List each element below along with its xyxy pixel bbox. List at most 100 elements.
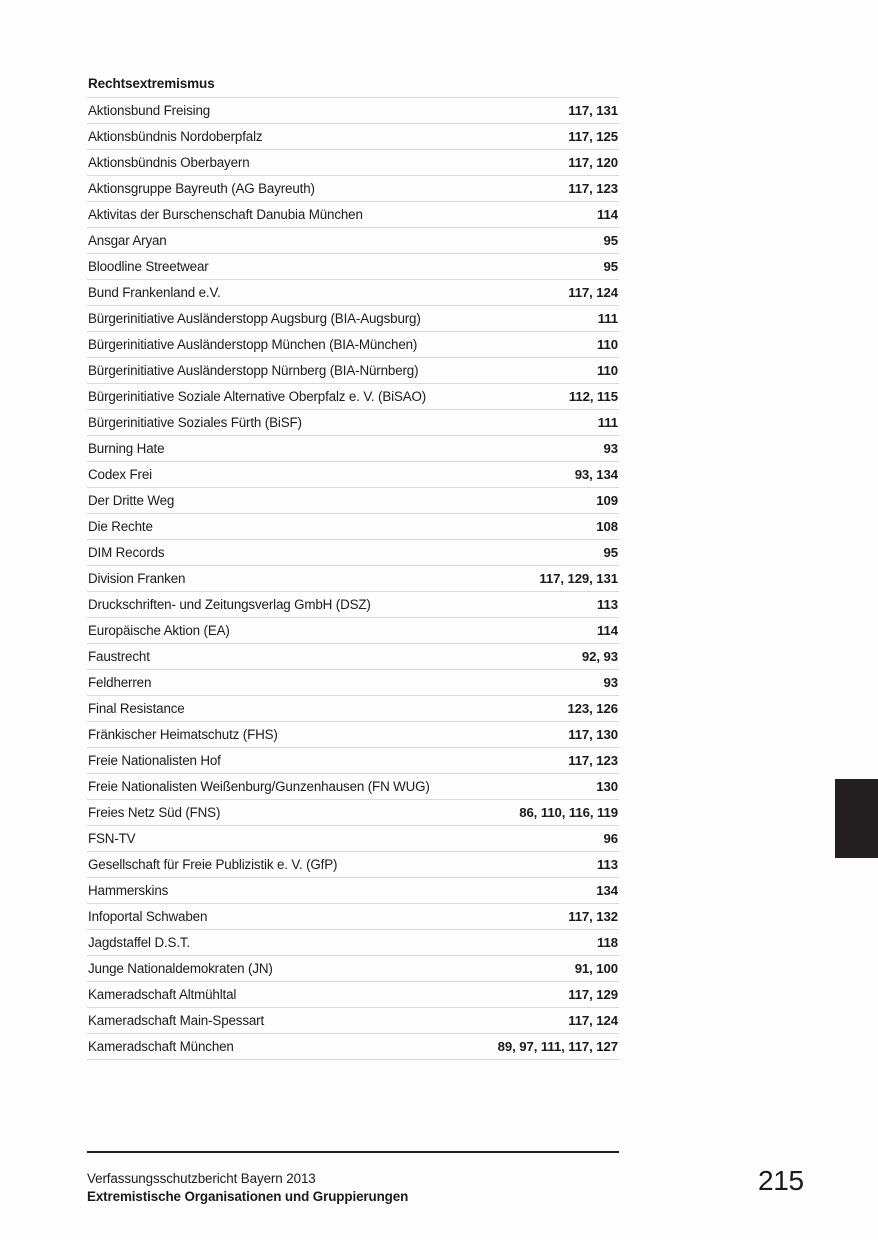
- index-entry-row: Druckschriften- und Zeitungsverlag GmbH …: [87, 592, 619, 618]
- footer: Verfassungsschutzbericht Bayern 2013 Ext…: [87, 1170, 647, 1206]
- index-entry-pages: 89, 97, 111, 117, 127: [497, 1039, 618, 1054]
- index-entry-pages: 117, 130: [568, 727, 618, 742]
- index-entry-name: Burning Hate: [88, 441, 165, 456]
- chapter-tab-marker: [835, 779, 878, 858]
- index-entry-row: Kameradschaft Main-Spessart 117, 124: [87, 1008, 619, 1034]
- index-entry-name: Aktionsbündnis Nordoberpfalz: [88, 129, 263, 144]
- index-entry-row: Ansgar Aryan 95: [87, 228, 619, 254]
- index-entry-pages: 112, 115: [568, 389, 618, 404]
- index-entry-row: Junge Nationaldemokraten (JN) 91, 100: [87, 956, 619, 982]
- index-entry-row: Faustrecht 92, 93: [87, 644, 619, 670]
- section-heading: Rechtsextremismus: [87, 76, 619, 98]
- index-entry-pages: 118: [597, 935, 618, 950]
- index-entry-row: Burning Hate 93: [87, 436, 619, 462]
- index-entry-name: Bloodline Streetwear: [88, 259, 209, 274]
- index-entry-row: Bürgerinitiative Ausländerstopp München …: [87, 332, 619, 358]
- index-entry-row: Bürgerinitiative Ausländerstopp Nürnberg…: [87, 358, 619, 384]
- index-entry-pages: 113: [597, 597, 618, 612]
- index-entry-pages: 109: [596, 493, 618, 508]
- index-entry-pages: 91, 100: [574, 961, 618, 976]
- index-entry-row: Bloodline Streetwear 95: [87, 254, 619, 280]
- index-entry-row: Europäische Aktion (EA) 114: [87, 618, 619, 644]
- index-entry-pages: 108: [596, 519, 618, 534]
- index-entry-name: Die Rechte: [88, 519, 153, 534]
- index-entry-pages: 110: [597, 337, 618, 352]
- index-entry-pages: 93: [603, 441, 619, 456]
- index-entry-pages: 93: [603, 675, 619, 690]
- index-entry-pages: 95: [603, 233, 619, 248]
- index-entry-name: Aktionsgruppe Bayreuth (AG Bayreuth): [88, 181, 315, 196]
- index-entry-row: Gesellschaft für Freie Publizistik e. V.…: [87, 852, 619, 878]
- index-entry-row: Aktionsbund Freising 117, 131: [87, 98, 619, 124]
- index-entry-name: Faustrecht: [88, 649, 150, 664]
- index-entry-name: Hammerskins: [88, 883, 169, 898]
- index-entry-name: Der Dritte Weg: [88, 493, 175, 508]
- index-entry-pages: 117, 120: [568, 155, 618, 170]
- index-entry-name: Bürgerinitiative Soziales Fürth (BiSF): [88, 415, 302, 430]
- index-entry-name: Aktivitas der Burschenschaft Danubia Mün…: [88, 207, 363, 222]
- index-entry-row: Final Resistance 123, 126: [87, 696, 619, 722]
- index-entry-name: Final Resistance: [88, 701, 185, 716]
- index-entry-name: DIM Records: [88, 545, 165, 560]
- index-entry-name: Bürgerinitiative Soziale Alternative Obe…: [88, 389, 427, 404]
- index-entry-name: Gesellschaft für Freie Publizistik e. V.…: [88, 857, 338, 872]
- index-entry-row: Aktivitas der Burschenschaft Danubia Mün…: [87, 202, 619, 228]
- index-entry-pages: 117, 124: [568, 285, 618, 300]
- index-entry-row: DIM Records 95: [87, 540, 619, 566]
- index-entry-row: Bürgerinitiative Ausländerstopp Augsburg…: [87, 306, 619, 332]
- index-table: Rechtsextremismus Aktionsbund Freising 11…: [87, 76, 619, 1060]
- index-entry-name: Freie Nationalisten Weißenburg/Gunzenhau…: [88, 779, 430, 794]
- index-entry-pages: 117, 129: [568, 987, 618, 1002]
- index-entry-pages: 95: [603, 545, 619, 560]
- index-entry-row: Codex Frei 93, 134: [87, 462, 619, 488]
- index-entry-row: Division Franken 117, 129, 131: [87, 566, 619, 592]
- index-entry-name: Infoportal Schwaben: [88, 909, 208, 924]
- index-entry-pages: 134: [596, 883, 618, 898]
- index-entry-name: Aktionsbund Freising: [88, 103, 211, 118]
- index-entry-list: Aktionsbund Freising 117, 131 Aktionsbündn…: [87, 98, 619, 1060]
- index-entry-pages: 93, 134: [574, 467, 618, 482]
- index-entry-name: Aktionsbündnis Oberbayern: [88, 155, 250, 170]
- index-entry-name: Freie Nationalisten Hof: [88, 753, 221, 768]
- index-entry-pages: 117, 123: [568, 753, 618, 768]
- index-entry-row: Fränkischer Heimatschutz (FHS) 117, 130: [87, 722, 619, 748]
- index-entry-row: Der Dritte Weg 109: [87, 488, 619, 514]
- index-entry-row: Aktionsbündnis Oberbayern 117, 120: [87, 150, 619, 176]
- index-entry-name: Bürgerinitiative Ausländerstopp Augsburg…: [88, 311, 421, 326]
- index-entry-row: Bund Frankenland e.V. 117, 124: [87, 280, 619, 306]
- index-entry-name: Kameradschaft Altmühltal: [88, 987, 237, 1002]
- index-entry-row: Freie Nationalisten Weißenburg/Gunzenhau…: [87, 774, 619, 800]
- index-entry-pages: 117, 131: [568, 103, 618, 118]
- index-entry-pages: 111: [597, 311, 618, 326]
- index-entry-pages: 96: [603, 831, 619, 846]
- index-entry-row: Freie Nationalisten Hof 117, 123: [87, 748, 619, 774]
- index-entry-row: Kameradschaft München 89, 97, 111, 117, 1…: [87, 1034, 619, 1060]
- index-entry-name: Ansgar Aryan: [88, 233, 167, 248]
- index-entry-pages: 117, 125: [568, 129, 618, 144]
- index-entry-row: Hammerskins 134: [87, 878, 619, 904]
- index-entry-name: Bürgerinitiative Ausländerstopp München …: [88, 337, 418, 352]
- index-entry-row: Infoportal Schwaben 117, 132: [87, 904, 619, 930]
- index-entry-pages: 117, 124: [568, 1013, 618, 1028]
- index-entry-row: Jagdstaffel D.S.T. 118: [87, 930, 619, 956]
- index-entry-row: Bürgerinitiative Soziale Alternative Obe…: [87, 384, 619, 410]
- index-entry-pages: 117, 129, 131: [539, 571, 618, 586]
- index-entry-pages: 114: [597, 623, 618, 638]
- page-number: 215: [758, 1165, 804, 1196]
- index-entry-pages: 123, 126: [567, 701, 618, 716]
- index-entry-name: Bund Frankenland e.V.: [88, 285, 221, 300]
- footer-divider: [87, 1151, 619, 1153]
- index-entry-name: Kameradschaft München: [88, 1039, 234, 1054]
- index-entry-row: Die Rechte 108: [87, 514, 619, 540]
- index-entry-pages: 110: [597, 363, 618, 378]
- index-entry-row: Feldherren 93: [87, 670, 619, 696]
- index-entry-name: Jagdstaffel D.S.T.: [88, 935, 190, 950]
- index-entry-name: Fränkischer Heimatschutz (FHS): [88, 727, 278, 742]
- index-entry-pages: 92, 93: [581, 649, 618, 664]
- index-entry-pages: 117, 132: [568, 909, 618, 924]
- footer-chapter-title: Extremistische Organisationen und Gruppi…: [87, 1189, 409, 1204]
- index-entry-name: Kameradschaft Main-Spessart: [88, 1013, 265, 1028]
- index-entry-row: Freies Netz Süd (FNS) 86, 110, 116, 119: [87, 800, 619, 826]
- index-entry-name: Freies Netz Süd (FNS): [88, 805, 221, 820]
